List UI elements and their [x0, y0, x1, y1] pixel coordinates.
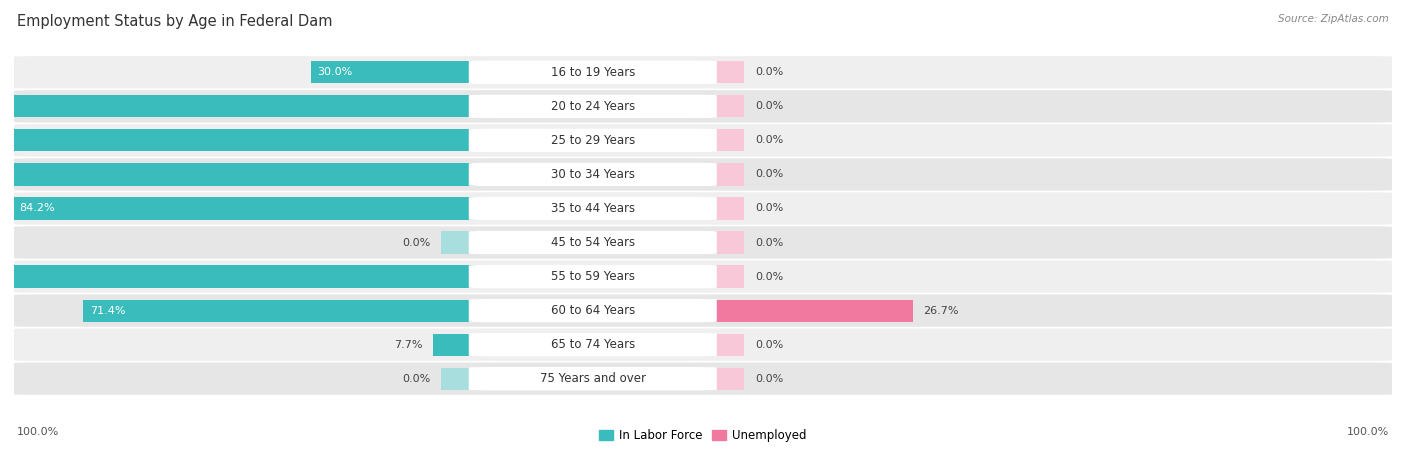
Bar	[710, 299, 912, 322]
Text: 0.0%: 0.0%	[755, 374, 783, 384]
Text: 84.2%: 84.2%	[20, 203, 55, 213]
Legend: In Labor Force, Unemployed: In Labor Force, Unemployed	[595, 424, 811, 447]
Text: 30 to 34 Years: 30 to 34 Years	[551, 168, 634, 181]
Text: 35 to 44 Years: 35 to 44 Years	[551, 202, 636, 215]
FancyBboxPatch shape	[14, 363, 1392, 395]
Text: 100.0%: 100.0%	[17, 428, 59, 437]
FancyBboxPatch shape	[468, 299, 717, 322]
Bar	[0, 129, 475, 152]
Text: 0.0%: 0.0%	[402, 238, 430, 248]
Bar	[710, 334, 744, 356]
Bar	[710, 266, 744, 288]
Bar	[710, 129, 744, 152]
Bar	[710, 163, 744, 185]
Text: 20 to 24 Years: 20 to 24 Years	[551, 100, 636, 113]
Text: 25 to 29 Years: 25 to 29 Years	[551, 134, 636, 147]
Bar	[710, 61, 744, 83]
Text: 0.0%: 0.0%	[755, 340, 783, 350]
Bar	[441, 231, 475, 253]
Text: 7.7%: 7.7%	[394, 340, 422, 350]
Text: 0.0%: 0.0%	[755, 203, 783, 213]
Text: 16 to 19 Years: 16 to 19 Years	[551, 66, 636, 79]
Text: 60 to 64 Years: 60 to 64 Years	[551, 304, 636, 317]
Text: 0.0%: 0.0%	[755, 67, 783, 77]
FancyBboxPatch shape	[468, 265, 717, 288]
FancyBboxPatch shape	[14, 260, 1392, 293]
Text: Employment Status by Age in Federal Dam: Employment Status by Age in Federal Dam	[17, 14, 332, 28]
FancyBboxPatch shape	[468, 129, 717, 152]
Bar	[83, 299, 475, 322]
FancyBboxPatch shape	[14, 158, 1392, 191]
Text: 100.0%: 100.0%	[1347, 428, 1389, 437]
FancyBboxPatch shape	[468, 95, 717, 118]
FancyBboxPatch shape	[468, 367, 717, 391]
Bar	[710, 198, 744, 220]
Bar	[0, 266, 475, 288]
Text: 75 Years and over: 75 Years and over	[540, 372, 645, 385]
Text: 30.0%: 30.0%	[318, 67, 353, 77]
FancyBboxPatch shape	[14, 192, 1392, 225]
FancyBboxPatch shape	[468, 163, 717, 186]
Bar	[433, 334, 475, 356]
FancyBboxPatch shape	[14, 226, 1392, 259]
Bar	[710, 95, 744, 117]
Text: 0.0%: 0.0%	[755, 170, 783, 179]
FancyBboxPatch shape	[468, 60, 717, 84]
FancyBboxPatch shape	[468, 197, 717, 220]
Text: 0.0%: 0.0%	[402, 374, 430, 384]
Bar	[441, 368, 475, 390]
FancyBboxPatch shape	[468, 333, 717, 356]
Text: 45 to 54 Years: 45 to 54 Years	[551, 236, 636, 249]
Text: 0.0%: 0.0%	[755, 101, 783, 111]
Text: 0.0%: 0.0%	[755, 272, 783, 281]
FancyBboxPatch shape	[14, 56, 1392, 88]
Bar	[0, 95, 475, 117]
Bar	[311, 61, 475, 83]
Text: Source: ZipAtlas.com: Source: ZipAtlas.com	[1278, 14, 1389, 23]
Text: 0.0%: 0.0%	[755, 238, 783, 248]
Bar	[13, 198, 475, 220]
Text: 71.4%: 71.4%	[90, 306, 125, 316]
FancyBboxPatch shape	[14, 295, 1392, 327]
FancyBboxPatch shape	[14, 90, 1392, 123]
Bar	[710, 368, 744, 390]
FancyBboxPatch shape	[468, 231, 717, 254]
FancyBboxPatch shape	[14, 124, 1392, 156]
Bar	[0, 163, 475, 185]
Text: 65 to 74 Years: 65 to 74 Years	[551, 338, 636, 351]
Text: 26.7%: 26.7%	[924, 306, 959, 316]
Bar	[710, 231, 744, 253]
Text: 55 to 59 Years: 55 to 59 Years	[551, 270, 634, 283]
FancyBboxPatch shape	[14, 328, 1392, 361]
Text: 0.0%: 0.0%	[755, 135, 783, 145]
